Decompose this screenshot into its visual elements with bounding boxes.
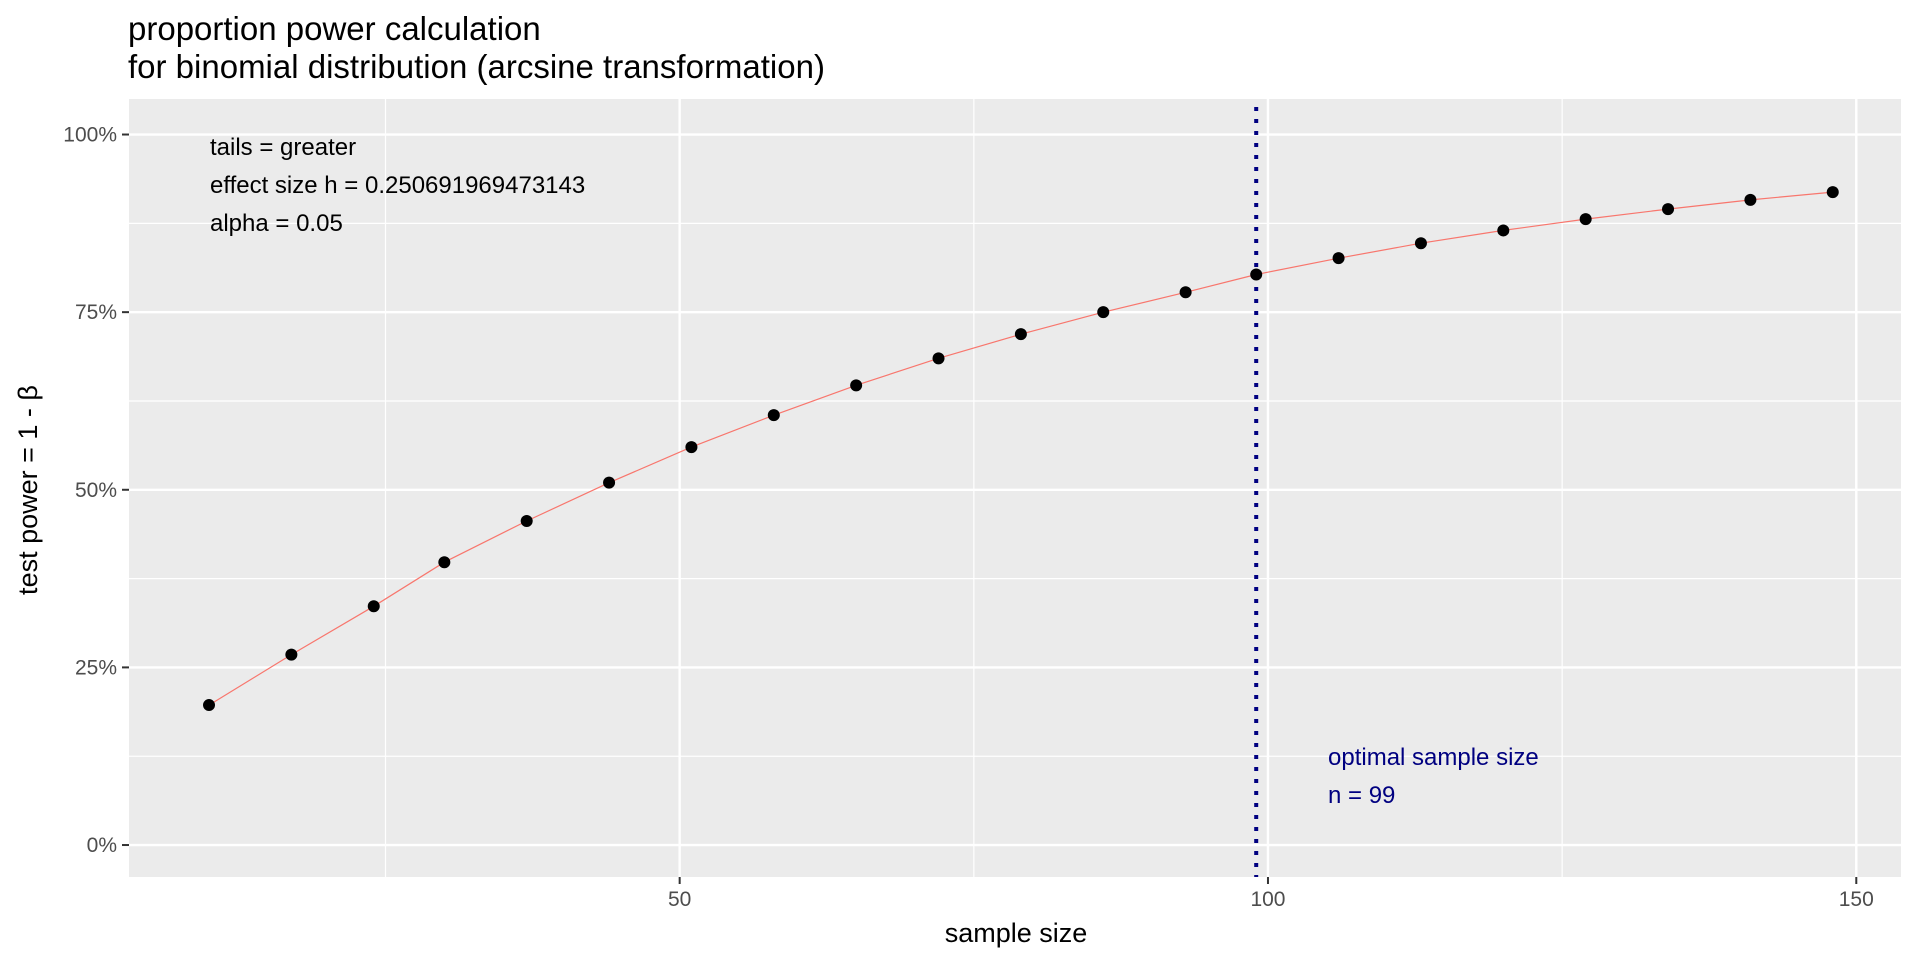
x-axis-label: sample size (945, 918, 1088, 948)
data-point (932, 352, 945, 365)
data-point (520, 515, 533, 528)
data-point (850, 379, 863, 392)
x-tick-label: 50 (668, 888, 691, 911)
parameter-annotation: tails = greater (210, 134, 356, 161)
data-point (1332, 252, 1345, 265)
data-point (1097, 306, 1110, 319)
data-point (1497, 224, 1510, 237)
y-tick-label: 75% (75, 301, 117, 324)
minor-gridlines (129, 99, 1901, 877)
x-tick-label: 150 (1839, 888, 1874, 911)
optimal-sample-size-annotation: n = 99 (1328, 782, 1395, 809)
y-tick-label: 50% (75, 479, 117, 502)
chart-subtitle: for binomial distribution (arcsine trans… (128, 48, 825, 85)
data-point (367, 600, 380, 613)
y-tick-label: 100% (63, 124, 117, 147)
data-point (767, 409, 780, 422)
optimal-sample-size-annotation: optimal sample size (1328, 744, 1539, 771)
data-point (1014, 328, 1027, 341)
data-point (1250, 268, 1263, 281)
data-point (1179, 286, 1192, 299)
major-gridlines (129, 99, 1901, 877)
points-layer (203, 186, 1839, 712)
data-point (603, 476, 616, 489)
data-point (1744, 193, 1757, 206)
chart-title: proportion power calculation (128, 10, 541, 47)
data-point (685, 441, 698, 454)
data-point (1826, 186, 1839, 199)
y-tick-label: 25% (75, 656, 117, 679)
parameter-annotation: effect size h = 0.250691969473143 (210, 172, 585, 199)
x-tick-label: 100 (1250, 888, 1285, 911)
data-point (285, 648, 298, 661)
data-point (203, 699, 216, 712)
parameter-annotation: alpha = 0.05 (210, 210, 343, 237)
annotations-layer: tails = greater effect size h = 0.2506919… (210, 134, 1539, 809)
data-point (1579, 213, 1592, 226)
plot-panel (129, 99, 1901, 877)
y-tick-label: 0% (87, 834, 117, 857)
data-point (438, 556, 451, 569)
y-axis-label: test power = 1 - β (13, 385, 43, 595)
axes-layer: 50 100 150 0% 25% 50% 75% 100% (63, 124, 1874, 911)
data-point (1414, 237, 1427, 250)
data-point (1662, 203, 1675, 216)
